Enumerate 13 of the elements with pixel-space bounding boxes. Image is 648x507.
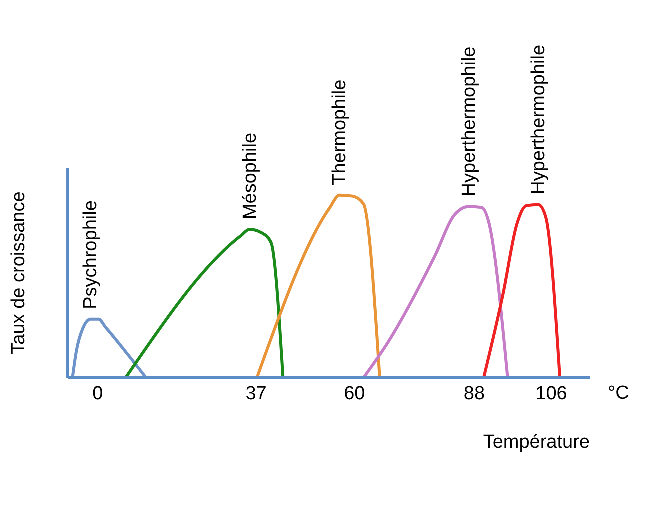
text: Hyperthermophile: [458, 46, 480, 197]
text: Hyperthermophile: [528, 44, 550, 195]
text: Psychrophile: [80, 200, 102, 310]
x-tick-label: 37: [246, 383, 267, 404]
text: Thermophile: [330, 80, 351, 186]
x-tick-label: 60: [344, 383, 366, 404]
x-axis-title: Température: [483, 432, 590, 453]
y-axis-title: Taux de croissance: [8, 192, 30, 354]
text: Mésophile: [240, 132, 261, 220]
x-tick-label: 88: [464, 383, 486, 404]
x-tick-label: 106: [536, 383, 568, 404]
x-tick-label: 0: [92, 383, 104, 404]
text: °C: [608, 383, 630, 405]
